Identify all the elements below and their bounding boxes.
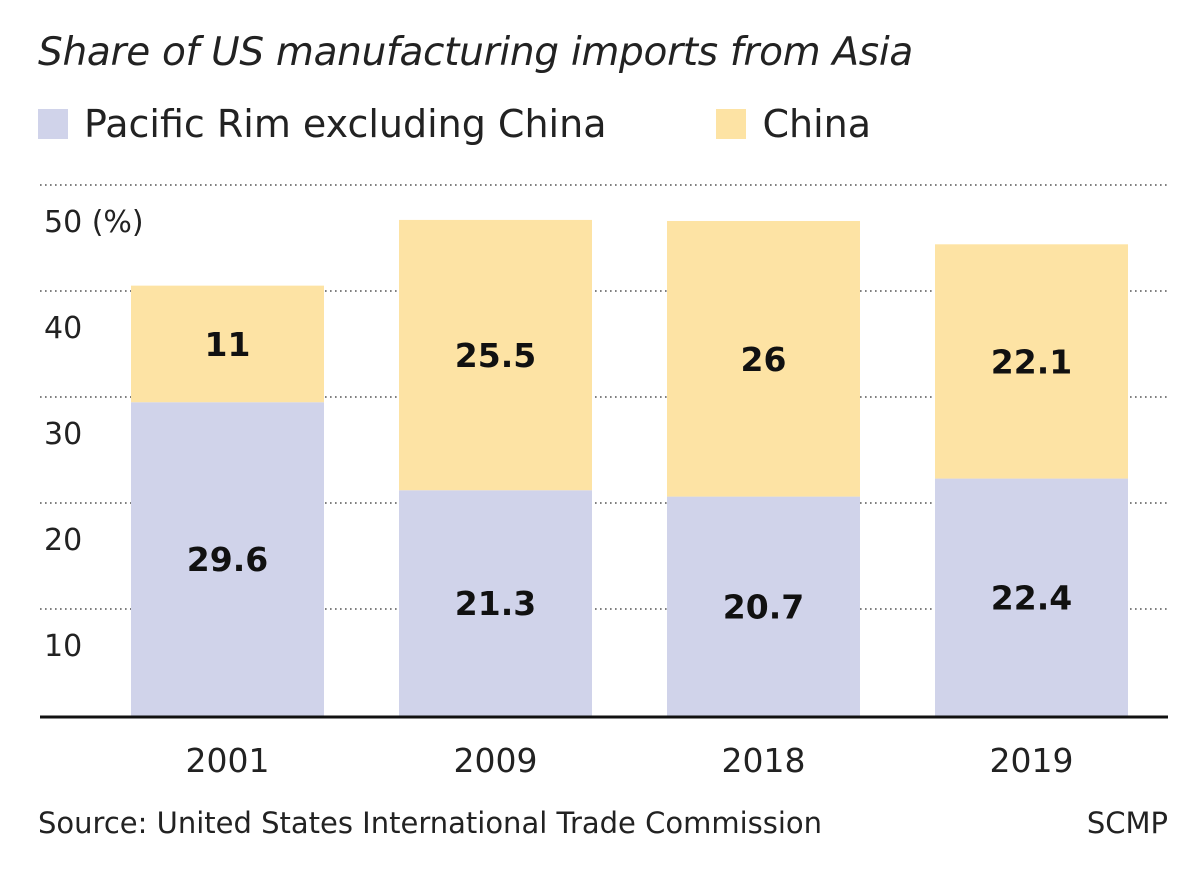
data-label: 21.3: [455, 584, 536, 623]
y-tick-label: 40: [44, 311, 82, 346]
footer: Source: United States International Trad…: [38, 806, 1168, 840]
data-label: 20.7: [723, 587, 804, 626]
legend-label-china: China: [762, 102, 872, 146]
legend-swatch-china: [716, 109, 747, 139]
bar-pacific-rim-2018: [667, 496, 860, 716]
y-tick-label: 50 (%): [44, 205, 144, 240]
data-label: 22.1: [991, 342, 1072, 381]
data-label: 26: [741, 340, 787, 379]
legend-label-pacific-rim: Pacific Rim excluding China: [84, 102, 607, 146]
legend-swatch-pacific-rim: [38, 109, 68, 139]
bar-pacific-rim-2009: [399, 490, 592, 716]
data-label: 25.5: [455, 336, 536, 375]
source-note: Source: United States International Trad…: [38, 806, 823, 840]
credit: SCMP: [1086, 806, 1168, 840]
legend: Pacific Rim excluding China China: [38, 102, 981, 146]
bar-china-2001: [131, 285, 324, 403]
bar-pacific-rim-2001: [131, 402, 324, 716]
x-tick-label: 2001: [186, 741, 270, 780]
y-tick-label: 30: [44, 417, 82, 452]
y-tick-label: 10: [44, 629, 82, 664]
data-label: 22.4: [991, 578, 1072, 617]
y-tick-label: 20: [44, 523, 82, 558]
data-label: 29.6: [187, 540, 268, 579]
legend-item-pacific-rim: Pacific Rim excluding China: [38, 102, 606, 146]
chart-title: Share of US manufacturing imports from A…: [38, 30, 913, 75]
x-tick-label: 2018: [722, 741, 806, 780]
x-tick-label: 2019: [990, 741, 1074, 780]
legend-item-china: China: [716, 102, 871, 146]
bar-china-2018: [667, 220, 860, 497]
data-label: 11: [205, 325, 251, 364]
bar-pacific-rim-2019: [935, 478, 1128, 716]
bar-china-2009: [399, 219, 592, 491]
bar-china-2019: [935, 244, 1128, 479]
x-tick-label: 2009: [454, 741, 538, 780]
